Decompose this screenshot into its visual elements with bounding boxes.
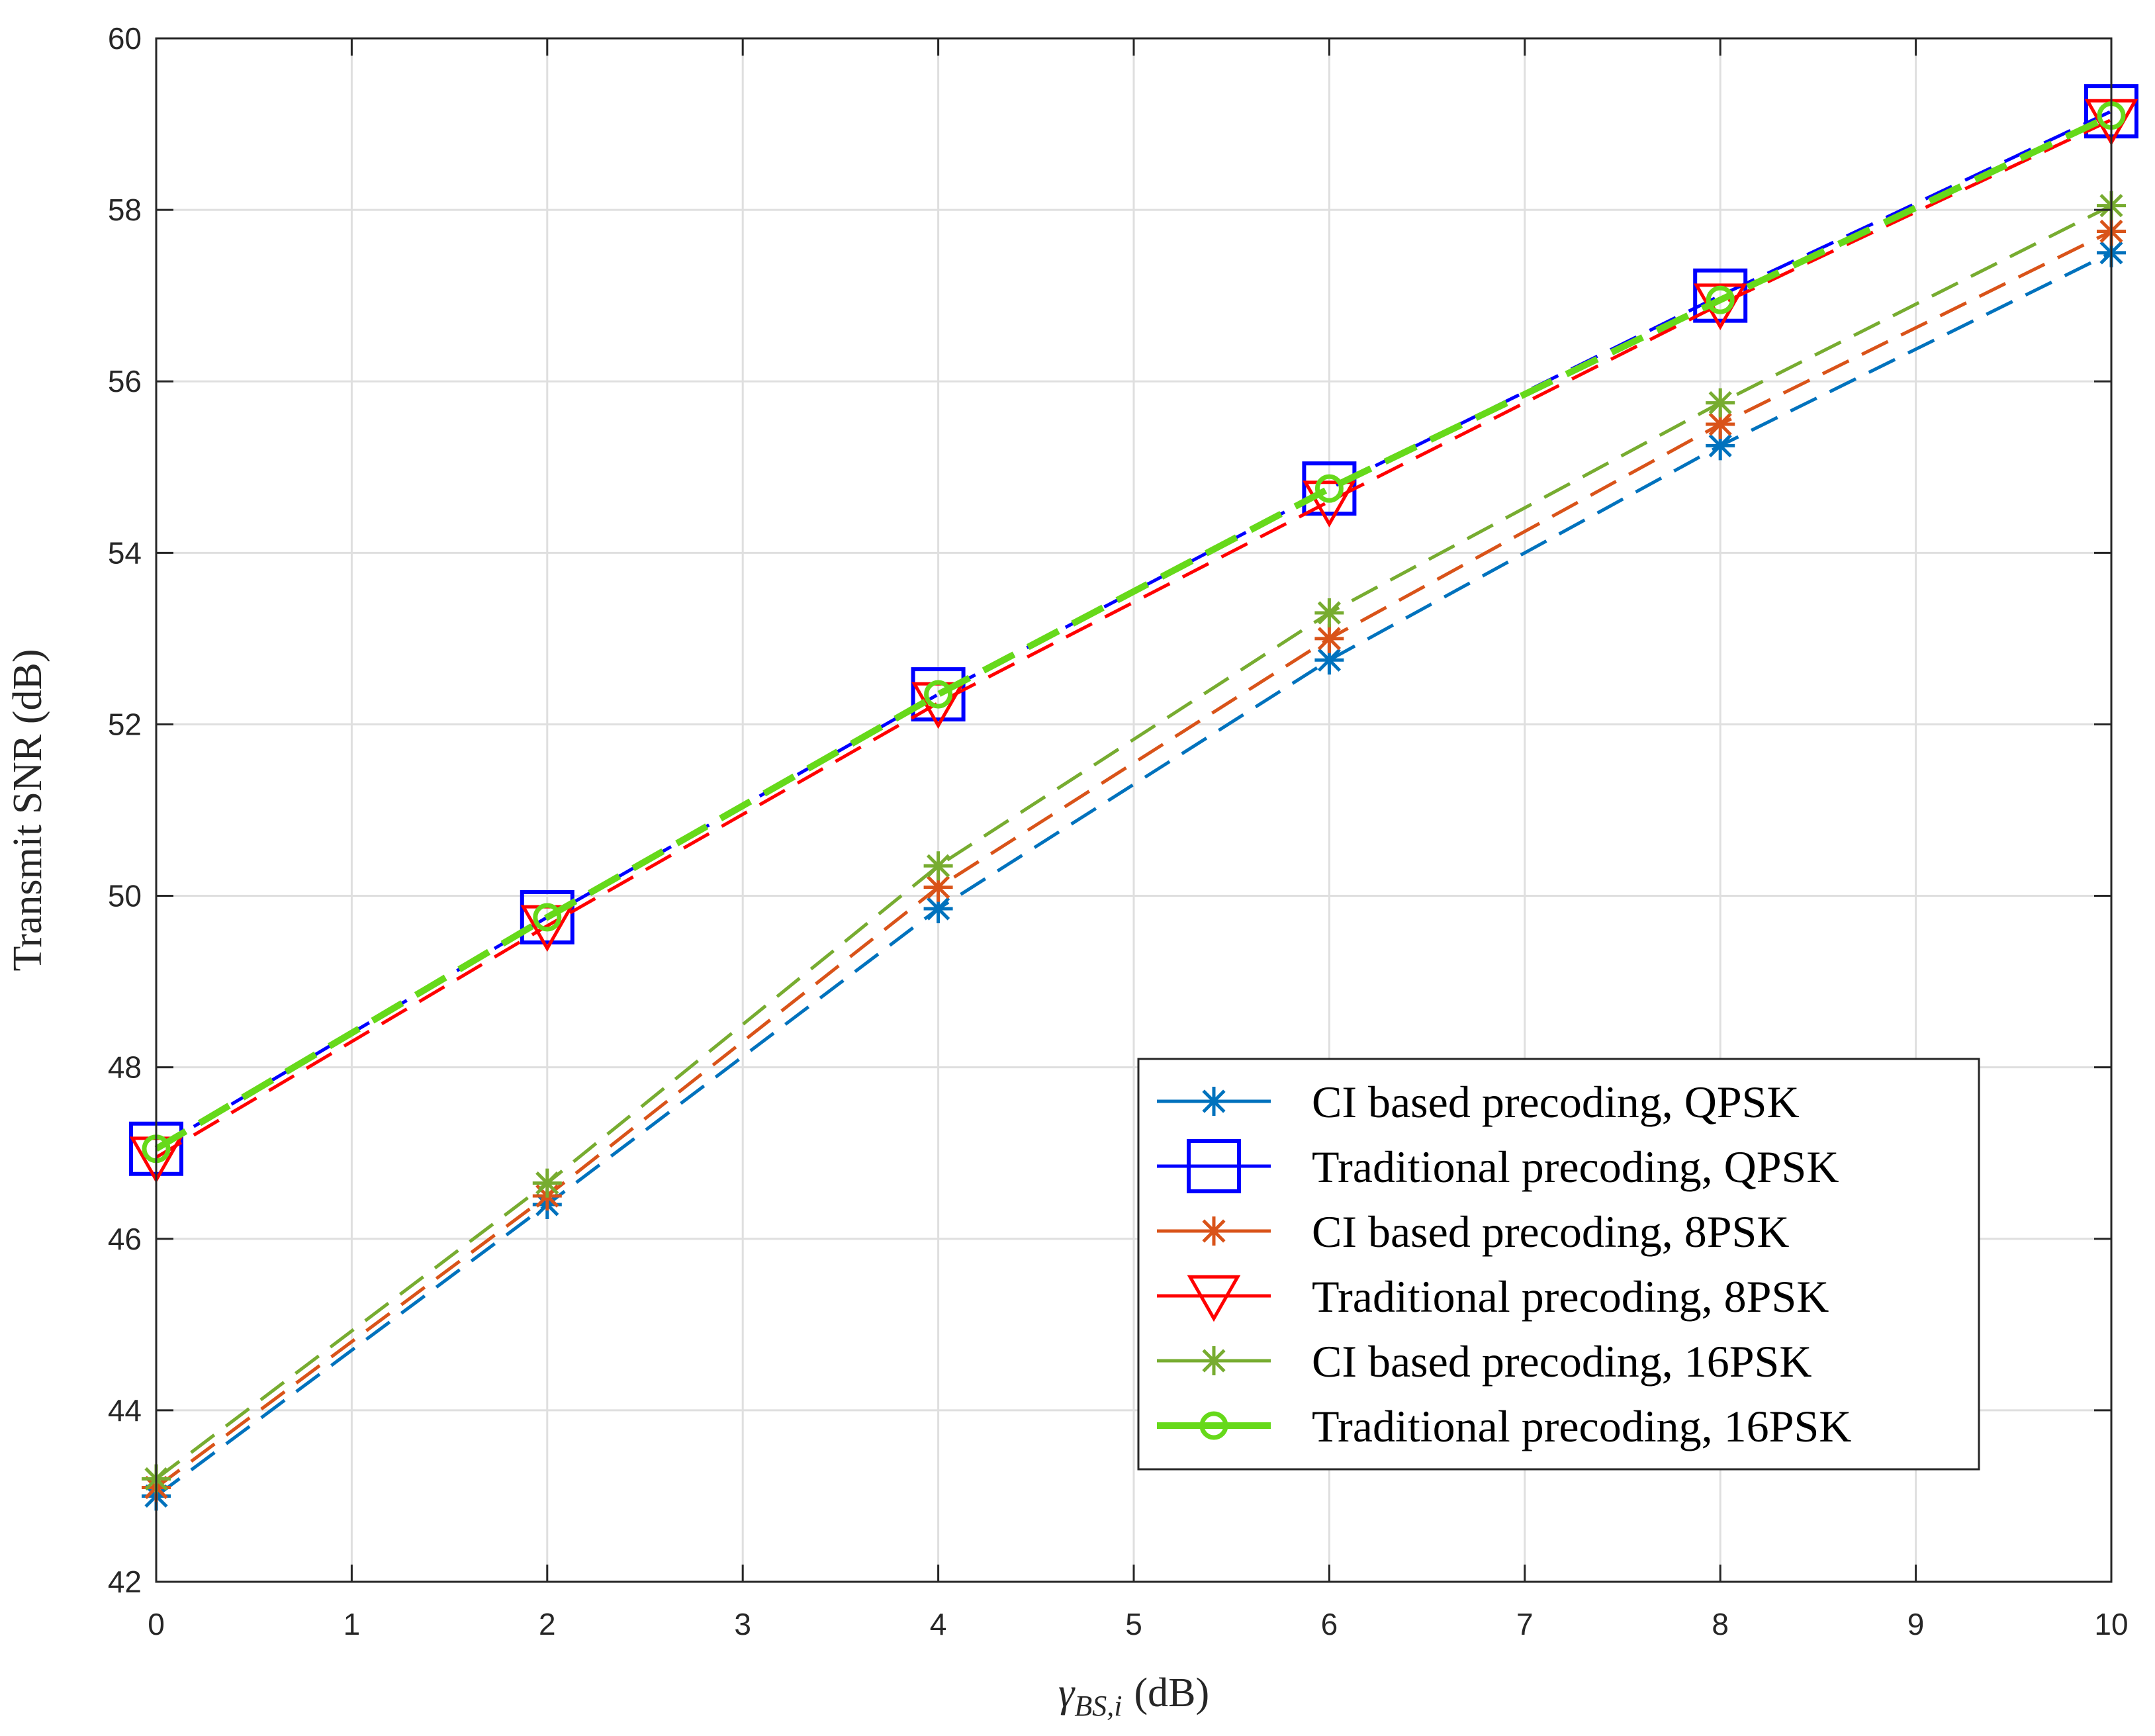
x-tick-label: 4 — [930, 1607, 947, 1641]
y-tick-label: 50 — [108, 879, 142, 913]
x-tick-label: 7 — [1516, 1607, 1534, 1641]
marker-circle — [924, 680, 953, 709]
marker-asterisk — [1199, 1346, 1228, 1375]
legend-item-1: CI based precoding, QPSK — [1157, 1077, 1800, 1127]
y-tick-label: 58 — [108, 193, 142, 227]
legend-item-3: CI based precoding, 8PSK — [1157, 1207, 1789, 1257]
marker-square — [520, 890, 574, 944]
marker-asterisk — [1706, 410, 1735, 439]
series-line — [155, 251, 2113, 1498]
legend-label: CI based precoding, 16PSK — [1312, 1336, 1811, 1387]
asterisk-stroke — [1708, 434, 1732, 457]
y-tick-label: 60 — [108, 21, 142, 56]
y-tick-label: 48 — [108, 1050, 142, 1085]
y-tick-label: 42 — [108, 1565, 142, 1599]
marker-asterisk — [1199, 1216, 1228, 1246]
x-tick-label: 1 — [344, 1607, 361, 1641]
marker-circle — [533, 903, 562, 932]
series-6 — [142, 101, 2126, 1164]
y-tick-label: 44 — [108, 1393, 142, 1428]
marker-triangle-down — [1187, 1275, 1241, 1322]
legend-box — [1137, 1058, 1980, 1471]
asterisk-stroke — [1708, 391, 1732, 415]
legend-label: CI based precoding, 8PSK — [1312, 1207, 1789, 1257]
legend-item-5: CI based precoding, 16PSK — [1157, 1336, 1811, 1387]
series-line — [155, 109, 2113, 1150]
marker-square — [1693, 268, 1748, 323]
asterisk-stroke — [1202, 1219, 1226, 1243]
y-tick-label: 46 — [108, 1222, 142, 1256]
series-line — [155, 230, 2113, 1489]
marker-circle — [1199, 1411, 1228, 1440]
marker-circle — [1706, 285, 1735, 314]
asterisk-stroke — [926, 897, 950, 921]
marker-triangle-down — [1303, 480, 1356, 527]
legend-label: CI based precoding, QPSK — [1312, 1077, 1800, 1127]
legend-label: Traditional precoding, 16PSK — [1312, 1401, 1851, 1451]
series-line — [154, 113, 2113, 1152]
marker-asterisk — [923, 851, 953, 881]
asterisk-stroke — [1202, 1349, 1226, 1373]
grid-lines — [156, 38, 2111, 1582]
asterisk-stroke — [926, 854, 950, 878]
asterisk-stroke — [926, 875, 950, 899]
asterisk-stroke — [535, 1171, 559, 1195]
ticks — [155, 37, 2113, 1583]
marker-asterisk — [1314, 623, 1344, 653]
x-tick-label: 6 — [1321, 1607, 1338, 1641]
legend-label: Traditional precoding, 8PSK — [1312, 1271, 1829, 1322]
marker-square — [911, 667, 966, 722]
marker-asterisk — [532, 1168, 562, 1198]
x-tick-label: 8 — [1712, 1607, 1729, 1641]
x-axis-symbol: γ — [1058, 1670, 1076, 1715]
asterisk-stroke — [1317, 627, 1342, 651]
asterisk-stroke — [1202, 1089, 1226, 1113]
asterisk-stroke — [1317, 648, 1342, 672]
marker-asterisk — [1199, 1087, 1228, 1116]
x-tick-label: 9 — [1907, 1607, 1925, 1641]
x-axis-subscript: BS,i — [1074, 1690, 1122, 1722]
x-tick-label: 10 — [2094, 1607, 2128, 1641]
marker-square — [1187, 1139, 1241, 1193]
x-tick-label: 0 — [148, 1607, 165, 1641]
x-tick-label: 2 — [539, 1607, 556, 1641]
asterisk-stroke — [1708, 412, 1732, 436]
marker-circle — [1314, 474, 1344, 503]
y-axis-title: Transmit SNR (dB) — [5, 649, 50, 972]
y-tick-label: 56 — [108, 364, 142, 398]
legend-item-4: Traditional precoding, 8PSK — [1157, 1271, 1829, 1322]
x-axis-unit: (dB) — [1134, 1670, 1209, 1715]
y-tick-label: 54 — [108, 535, 142, 570]
x-tick-label: 3 — [734, 1607, 751, 1641]
x-axis-title: γBS,i (dB) — [1058, 1670, 1209, 1722]
legend-item-6: Traditional precoding, 16PSK — [1157, 1401, 1851, 1451]
marker-asterisk — [1706, 388, 1735, 418]
marker-asterisk — [1314, 598, 1344, 628]
legend-label: Traditional precoding, QPSK — [1312, 1142, 1839, 1192]
legend: CI based precoding, QPSK Traditional prec… — [1137, 1058, 1980, 1471]
series-line — [155, 118, 2113, 1159]
series-line — [155, 204, 2113, 1481]
asterisk-stroke — [1317, 601, 1342, 625]
x-tick-label: 5 — [1125, 1607, 1142, 1641]
y-tick-label: 52 — [108, 707, 142, 741]
legend-item-2: Traditional precoding, QPSK — [1157, 1139, 1839, 1193]
